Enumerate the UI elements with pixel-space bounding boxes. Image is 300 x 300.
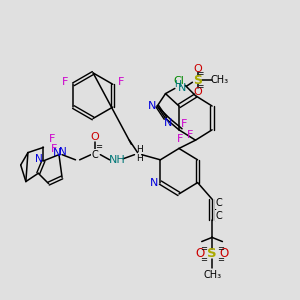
Text: H: H — [136, 145, 143, 154]
Text: =: = — [217, 244, 224, 253]
Text: S: S — [193, 74, 202, 87]
Text: O: O — [193, 64, 202, 74]
Text: C: C — [216, 211, 223, 221]
Text: =: = — [197, 70, 204, 79]
Text: C: C — [216, 198, 223, 208]
Text: F: F — [181, 118, 187, 129]
Text: N: N — [35, 154, 43, 164]
Text: N: N — [59, 147, 67, 157]
Text: F: F — [187, 130, 194, 140]
Text: H: H — [175, 80, 181, 89]
Text: H: H — [136, 154, 143, 163]
Text: N: N — [148, 101, 156, 111]
Text: F: F — [177, 134, 183, 144]
Text: N: N — [164, 118, 172, 128]
Text: NH: NH — [109, 155, 125, 165]
Text: F: F — [49, 134, 55, 144]
Text: F: F — [62, 77, 68, 87]
Text: N: N — [178, 83, 186, 93]
Text: F: F — [51, 145, 57, 154]
Text: N: N — [53, 148, 61, 158]
Text: =: = — [217, 255, 224, 264]
Text: O: O — [91, 132, 100, 142]
Text: =: = — [197, 82, 204, 91]
Text: N: N — [150, 178, 158, 188]
Text: CH₃: CH₃ — [203, 270, 221, 280]
Text: Cl: Cl — [173, 76, 184, 86]
Text: CH₃: CH₃ — [210, 75, 228, 85]
Text: =: = — [200, 244, 207, 253]
Text: C: C — [92, 150, 98, 160]
Text: =: = — [95, 142, 102, 151]
Text: O: O — [193, 87, 202, 97]
Text: S: S — [207, 248, 217, 260]
Text: O: O — [220, 248, 229, 260]
Text: =: = — [200, 255, 207, 264]
Text: F: F — [118, 77, 124, 87]
Text: O: O — [195, 248, 204, 260]
